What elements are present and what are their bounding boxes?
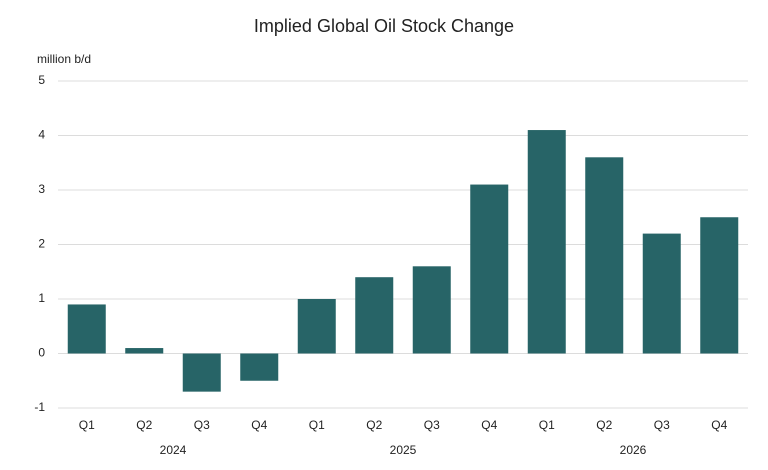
bar (412, 266, 451, 354)
bar (527, 130, 566, 354)
group-label: 2026 (620, 443, 647, 457)
x-tick-label: Q1 (79, 418, 95, 432)
bar (355, 277, 394, 354)
y-tick-label: 5 (38, 73, 45, 87)
x-tick-label: Q2 (596, 418, 612, 432)
y-tick-label: 0 (38, 346, 45, 360)
bar (470, 184, 509, 354)
x-tick-label: Q1 (539, 418, 555, 432)
y-tick-label: 2 (38, 237, 45, 251)
x-tick-label: Q1 (309, 418, 325, 432)
x-tick-label: Q3 (194, 418, 210, 432)
y-tick-label: 3 (38, 182, 45, 196)
x-tick-label: Q4 (481, 418, 497, 432)
y-tick-label: 1 (38, 291, 45, 305)
x-tick-label: Q4 (711, 418, 727, 432)
chart-title: Implied Global Oil Stock Change (254, 16, 514, 36)
bar (182, 353, 221, 392)
bar (297, 299, 336, 354)
x-tick-label: Q2 (366, 418, 382, 432)
y-axis-label: million b/d (37, 52, 91, 66)
bar (700, 217, 739, 354)
x-tick-label: Q3 (424, 418, 440, 432)
x-tick-label: Q2 (136, 418, 152, 432)
group-label: 2024 (160, 443, 187, 457)
y-tick-label: -1 (34, 400, 45, 414)
bar (585, 157, 624, 354)
y-tick-label: 4 (38, 128, 45, 142)
group-label: 2025 (390, 443, 417, 457)
bar (642, 233, 681, 354)
bar (67, 304, 106, 354)
x-tick-label: Q3 (654, 418, 670, 432)
bar (240, 353, 279, 381)
x-tick-label: Q4 (251, 418, 267, 432)
bar (125, 348, 164, 354)
